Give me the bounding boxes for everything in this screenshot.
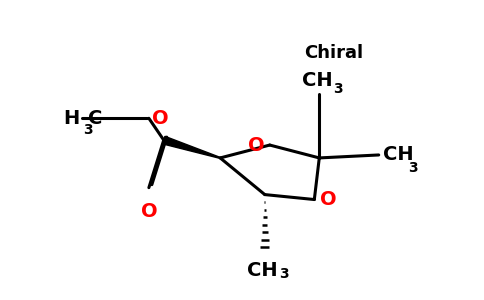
Text: 3: 3 [333, 82, 343, 95]
Text: CH: CH [247, 261, 278, 280]
Text: H: H [63, 109, 79, 128]
Text: Chiral: Chiral [304, 44, 363, 62]
Text: CH: CH [302, 70, 333, 90]
Text: O: O [247, 136, 264, 154]
Text: 3: 3 [83, 123, 93, 137]
Text: 3: 3 [279, 267, 288, 281]
Text: CH: CH [383, 146, 413, 164]
Polygon shape [163, 136, 220, 158]
Text: O: O [320, 190, 336, 209]
Text: 3: 3 [408, 161, 418, 175]
Text: O: O [152, 109, 169, 128]
Text: O: O [140, 202, 157, 220]
Text: C: C [89, 109, 103, 128]
